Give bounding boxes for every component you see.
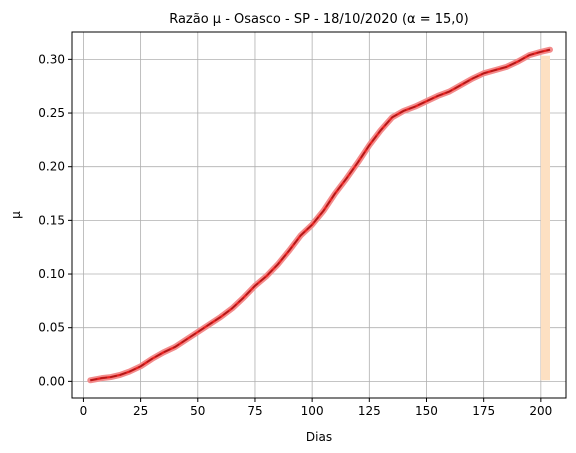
- x-tick-label: 50: [190, 404, 205, 418]
- y-axis-ticks: 0.00 0.05 0.10 0.15 0.20 0.25 0.30: [38, 52, 72, 388]
- y-tick-label: 0.00: [38, 374, 65, 388]
- y-tick-label: 0.20: [38, 160, 65, 174]
- plot-area-frame: [71, 31, 567, 399]
- x-tick-label: 0: [80, 404, 88, 418]
- y-tick-label: 0.30: [38, 52, 65, 66]
- x-tick-label: 100: [301, 404, 324, 418]
- y-tick-label: 0.25: [38, 106, 65, 120]
- x-tick-label: 75: [247, 404, 262, 418]
- x-axis-ticks: 0 25 50 75 100 125 150 175 200: [80, 398, 552, 418]
- series-layer: [87, 46, 553, 384]
- x-tick-label: 150: [415, 404, 438, 418]
- confidence-band: [540, 55, 550, 381]
- x-tick-label: 125: [358, 404, 381, 418]
- series-line-dashed: [90, 48, 551, 382]
- x-tick-label: 200: [529, 404, 552, 418]
- chart-title: Razão μ - Osasco - SP - 18/10/2020 (α = …: [169, 12, 469, 27]
- y-tick-label: 0.05: [38, 321, 65, 335]
- x-tick-label: 175: [472, 404, 495, 418]
- y-tick-label: 0.15: [38, 213, 65, 227]
- y-tick-label: 0.10: [38, 267, 65, 281]
- forecast-band-rect: [540, 55, 550, 381]
- y-axis-label: μ: [9, 211, 23, 219]
- x-axis-label: Dias: [306, 430, 332, 444]
- x-tick-label: 25: [133, 404, 148, 418]
